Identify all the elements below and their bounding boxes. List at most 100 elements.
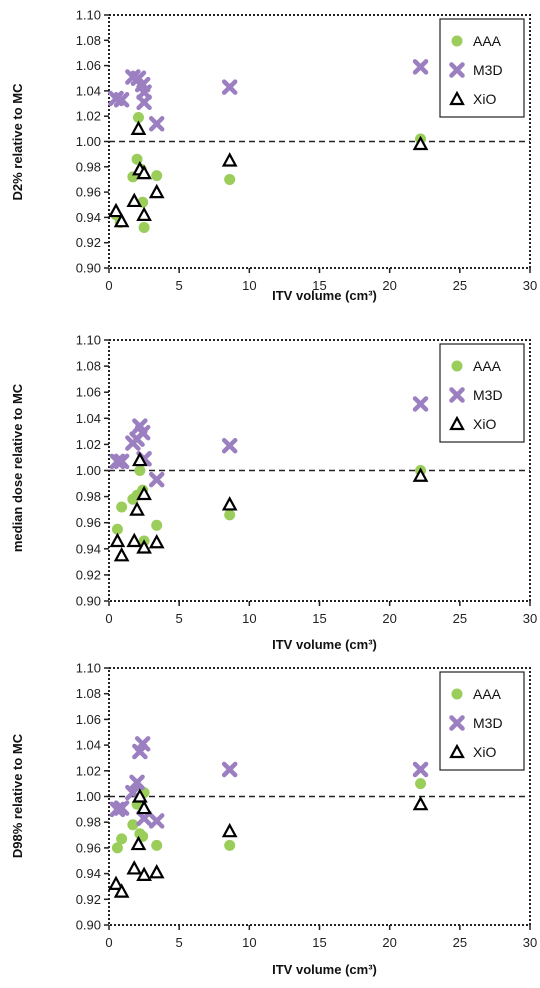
legend: AAA M3D XiO <box>439 18 525 118</box>
data-point-m3d <box>412 761 429 778</box>
y-tick-label: 1.04 <box>76 738 101 753</box>
x-tick-label: 25 <box>453 611 467 626</box>
data-point-aaa <box>151 519 163 531</box>
data-point-m3d <box>412 396 429 412</box>
data-point-aaa <box>116 833 128 845</box>
data-point-xio <box>148 864 165 879</box>
data-point-xio <box>136 206 152 221</box>
legend-marker-xio <box>449 90 465 106</box>
x-tick-label: 15 <box>312 611 326 626</box>
data-point-aaa <box>224 839 236 851</box>
y-tick-label: 1.06 <box>76 58 101 73</box>
series-m3d <box>109 396 429 488</box>
legend-label-xio: XiO <box>473 744 496 760</box>
y-tick-label: 0.94 <box>76 866 101 881</box>
legend-label-xio: XiO <box>473 416 496 432</box>
data-point-m3d <box>412 59 429 75</box>
y-tick-label: 0.96 <box>76 840 101 855</box>
x-tick-label: 5 <box>176 935 183 950</box>
data-point-xio <box>136 164 152 180</box>
data-point-m3d <box>136 810 152 827</box>
x-tick-label: 0 <box>105 611 112 626</box>
y-tick-label: 0.98 <box>76 159 101 174</box>
x-axis-label: ITV volume (cm³) <box>272 637 377 652</box>
y-tick-label: 1.04 <box>76 411 101 426</box>
chart-panel-3: 0.90 0.92 0.94 0.96 0.98 1.00 1.02 1.04 1.06 1.08… <box>10 661 537 978</box>
x-tick-label: 5 <box>176 278 183 293</box>
x-tick-label: 30 <box>523 278 537 293</box>
x-tick-label: 20 <box>382 278 396 293</box>
data-point-xio <box>136 485 152 501</box>
y-tick-label: 1.08 <box>76 33 101 48</box>
data-point-m3d <box>148 116 165 132</box>
x-tick-label: 20 <box>382 935 396 950</box>
data-point-aaa <box>111 523 123 535</box>
series-xio <box>108 120 429 228</box>
y-tick-label: 1.10 <box>76 333 101 348</box>
y-axis-label: D2% relative to MC <box>10 83 25 201</box>
data-point-xio <box>126 192 143 208</box>
chart-panel-1: 0.90 0.92 0.94 0.96 0.98 1.00 1.02 1.04 1.06 1.08… <box>10 8 537 304</box>
x-tick-label: 30 <box>523 611 537 626</box>
data-point-xio <box>126 532 143 548</box>
x-tick-label: 10 <box>242 611 256 626</box>
x-tick-label: 15 <box>312 935 326 950</box>
series-m3d <box>108 59 429 132</box>
data-point-aaa <box>132 111 144 123</box>
legend-marker-xio <box>449 743 465 759</box>
chart-panel-2: 0.90 0.92 0.94 0.96 0.98 1.00 1.02 1.04 1.06 1.08… <box>10 333 537 653</box>
series-xio <box>108 788 429 898</box>
x-tick-label: 5 <box>176 611 183 626</box>
data-point-aaa <box>111 842 123 854</box>
data-point-xio <box>132 451 148 467</box>
legend-marker-m3d <box>449 387 465 403</box>
legend-label-aaa: AAA <box>473 33 502 49</box>
data-point-xio <box>108 202 124 218</box>
data-point-m3d <box>134 736 151 752</box>
data-point-xio <box>132 788 148 803</box>
y-tick-label: 0.98 <box>76 815 101 830</box>
y-tick-label: 0.92 <box>76 235 101 250</box>
data-point-aaa <box>151 170 163 182</box>
y-tick-label: 1.00 <box>76 463 101 478</box>
data-point-xio <box>109 532 126 548</box>
legend-label-m3d: M3D <box>473 715 503 731</box>
y-axis-label: D98% relative to MC <box>10 733 25 858</box>
data-point-m3d <box>221 79 238 95</box>
data-point-xio <box>136 539 152 554</box>
data-point-xio <box>136 866 152 881</box>
data-point-m3d <box>134 424 151 441</box>
data-point-m3d <box>148 471 165 488</box>
data-point-xio <box>148 533 165 549</box>
y-tick-label: 1.10 <box>76 8 101 23</box>
legend-label-m3d: M3D <box>473 387 503 403</box>
legend-marker-aaa <box>451 35 463 47</box>
y-tick-label: 0.90 <box>76 594 101 609</box>
x-tick-label: 10 <box>242 935 256 950</box>
x-tick-label: 10 <box>242 278 256 293</box>
x-tick-label: 0 <box>105 935 112 950</box>
data-point-aaa <box>127 819 139 831</box>
data-point-m3d <box>113 453 130 470</box>
legend-label-xio: XiO <box>473 91 496 107</box>
y-tick-label: 0.90 <box>76 261 101 276</box>
y-tick-label: 0.96 <box>76 185 101 200</box>
data-point-xio <box>113 883 130 898</box>
data-point-aaa <box>415 778 427 790</box>
data-point-m3d <box>113 92 130 108</box>
data-point-m3d <box>148 813 165 829</box>
y-tick-label: 1.06 <box>76 385 101 400</box>
series-m3d <box>109 736 429 829</box>
y-tick-label: 0.92 <box>76 892 101 907</box>
data-point-xio <box>130 835 147 851</box>
series-aaa <box>111 778 427 854</box>
y-tick-label: 1.00 <box>76 134 101 149</box>
y-tick-label: 1.02 <box>76 437 101 452</box>
data-point-xio <box>412 467 429 482</box>
data-point-m3d <box>129 774 145 791</box>
y-tick-label: 0.92 <box>76 567 101 582</box>
y-tick-label: 0.96 <box>76 515 101 530</box>
legend-marker-aaa <box>451 688 463 700</box>
series-xio <box>109 451 429 562</box>
